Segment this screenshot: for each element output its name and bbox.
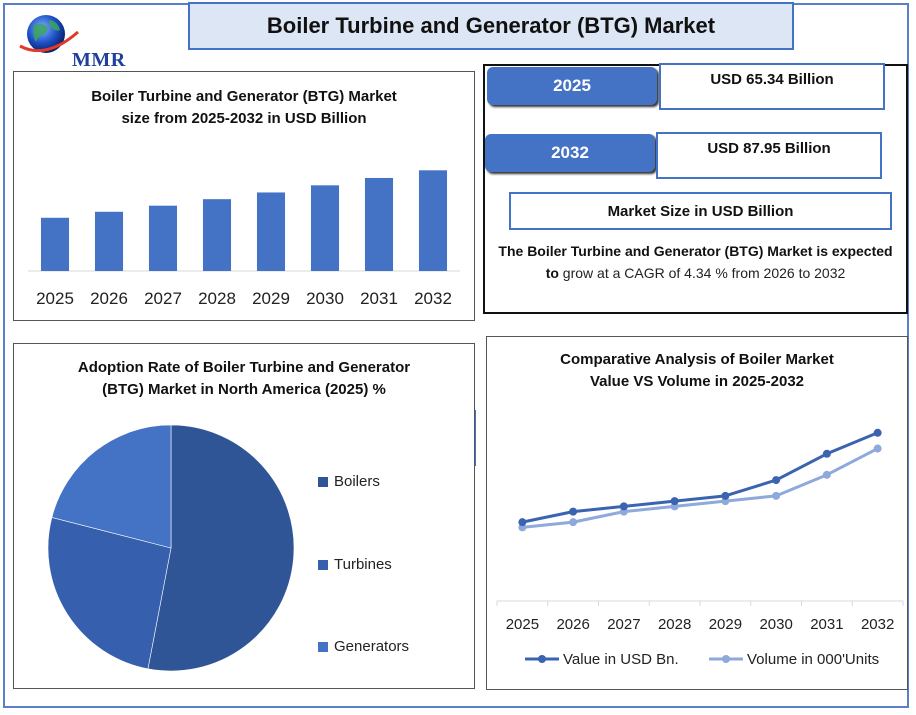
market-info-panel: 2025 USD 65.34 Billion 2032 USD 87.95 Bi…: [483, 63, 908, 314]
bar-chart-title-line-2: size from 2025-2032 in USD Billion: [121, 110, 367, 127]
bar-2030: [310, 185, 340, 271]
line-series: [522, 431, 879, 524]
line-x-tick-label: 2029: [709, 616, 742, 633]
cagr-description-rest: grow at a CAGR of 4.34 % from 2026 to 20…: [562, 265, 846, 281]
year-2032-badge: 2032: [485, 134, 655, 172]
pie-legend-swatch: [318, 559, 328, 570]
line-point: [822, 470, 831, 479]
bar-2031: [364, 177, 394, 271]
divider: [474, 410, 476, 466]
bar-2027: [148, 205, 178, 271]
pie-slice-boilers: [147, 424, 295, 672]
bar-chart-panel: Boiler Turbine and Generator (BTG) Marke…: [13, 71, 475, 321]
bar-x-tick-label: 2030: [306, 289, 344, 308]
pie-legend-label: Generators: [334, 638, 410, 655]
line-point: [822, 449, 831, 458]
page-title: Boiler Turbine and Generator (BTG) Marke…: [188, 2, 794, 50]
bar-x-tick-label: 2028: [198, 289, 236, 308]
line-chart-title-line-1: Comparative Analysis of Boiler Market: [560, 351, 834, 368]
market-size-unit-label: Market Size in USD Billion: [509, 192, 892, 230]
cagr-description: The Boiler Turbine and Generator (BTG) M…: [495, 240, 896, 284]
line-point: [772, 491, 781, 500]
pie-chart-panel: Adoption Rate of Boiler Turbine and Gene…: [13, 343, 475, 689]
bar-chart-title-line-1: Boiler Turbine and Generator (BTG) Marke…: [91, 88, 397, 105]
bar-x-tick-label: 2027: [144, 289, 182, 308]
line-series: [522, 447, 879, 529]
cagr-description-bold: The Boiler Turbine and Generator (BTG) M…: [498, 243, 893, 281]
pie-slice-turbines: [47, 517, 172, 670]
pie-legend-boilers: Boilers: [318, 473, 380, 490]
value-2032-box: USD 87.95 Billion: [656, 132, 882, 179]
pie-legend-turbines: Turbines: [318, 556, 392, 573]
line-chart-panel: Comparative Analysis of Boiler Market Va…: [486, 336, 908, 690]
line-point: [569, 518, 578, 527]
line-point: [721, 491, 730, 500]
bar-2026: [94, 211, 124, 271]
logo-text: MMR: [72, 49, 126, 71]
line-x-tick-label: 2027: [607, 616, 640, 633]
line-point: [670, 497, 679, 506]
bar-2028: [202, 199, 232, 271]
pie-legend-generators: Generators: [318, 638, 409, 655]
bar-chart: 2025 2026 2027 2028 2029 2030 2031 2032: [28, 170, 460, 308]
pie-slice-generators: [51, 424, 172, 549]
mmr-logo: MMR: [14, 12, 144, 71]
bar-2032: [418, 170, 448, 271]
line-legend-label: Value in USD Bn.: [563, 651, 679, 668]
bar-2029: [256, 192, 286, 271]
bar-2025: [40, 217, 70, 271]
pie-legend-label: Turbines: [334, 556, 392, 573]
bar-x-tick-label: 2032: [414, 289, 452, 308]
line-point: [772, 476, 781, 485]
bar-x-tick-label: 2025: [36, 289, 74, 308]
line-x-tick-label: 2032: [861, 616, 894, 633]
line-legend-marker: [538, 655, 546, 663]
line-point: [518, 518, 527, 527]
pie-legend-swatch: [318, 476, 328, 487]
year-2025-badge: 2025: [487, 67, 657, 105]
globe-icon: [19, 15, 79, 53]
line-chart-title-line-2: Value VS Volume in 2025-2032: [590, 373, 804, 390]
line-x-tick-label: 2025: [506, 616, 539, 633]
pie-chart-title: Adoption Rate of Boiler Turbine and Gene…: [14, 357, 474, 401]
line-point: [873, 428, 882, 437]
line-x-tick-label: 2026: [556, 616, 589, 633]
value-2025-box: USD 65.34 Billion: [659, 63, 885, 110]
bar-x-tick-label: 2031: [360, 289, 398, 308]
line-x-tick-label: 2028: [658, 616, 691, 633]
line-x-tick-label: 2031: [810, 616, 843, 633]
pie-legend-swatch: [318, 641, 328, 652]
line-x-tick-label: 2030: [759, 616, 792, 633]
bar-x-tick-label: 2026: [90, 289, 128, 308]
bar-x-tick-label: 2029: [252, 289, 290, 308]
bar-chart-title: Boiler Turbine and Generator (BTG) Marke…: [14, 86, 474, 130]
line-point: [569, 507, 578, 516]
line-chart-title: Comparative Analysis of Boiler Market Va…: [487, 349, 907, 393]
pie-chart-title-line-1: Adoption Rate of Boiler Turbine and Gene…: [77, 359, 411, 376]
line-chart: 2025 2026 2027 2028 2029 2030 2031 2032 Value in…: [496, 428, 904, 668]
line-point: [619, 502, 628, 511]
line-point: [873, 444, 882, 453]
line-legend-marker: [722, 655, 730, 663]
pie-chart: [47, 424, 295, 672]
pie-chart-title-line-2: (BTG) Market in North America (2025) %: [102, 381, 386, 398]
pie-legend-label: Boilers: [334, 473, 380, 490]
line-legend-label: Volume in 000'Units: [747, 651, 879, 668]
